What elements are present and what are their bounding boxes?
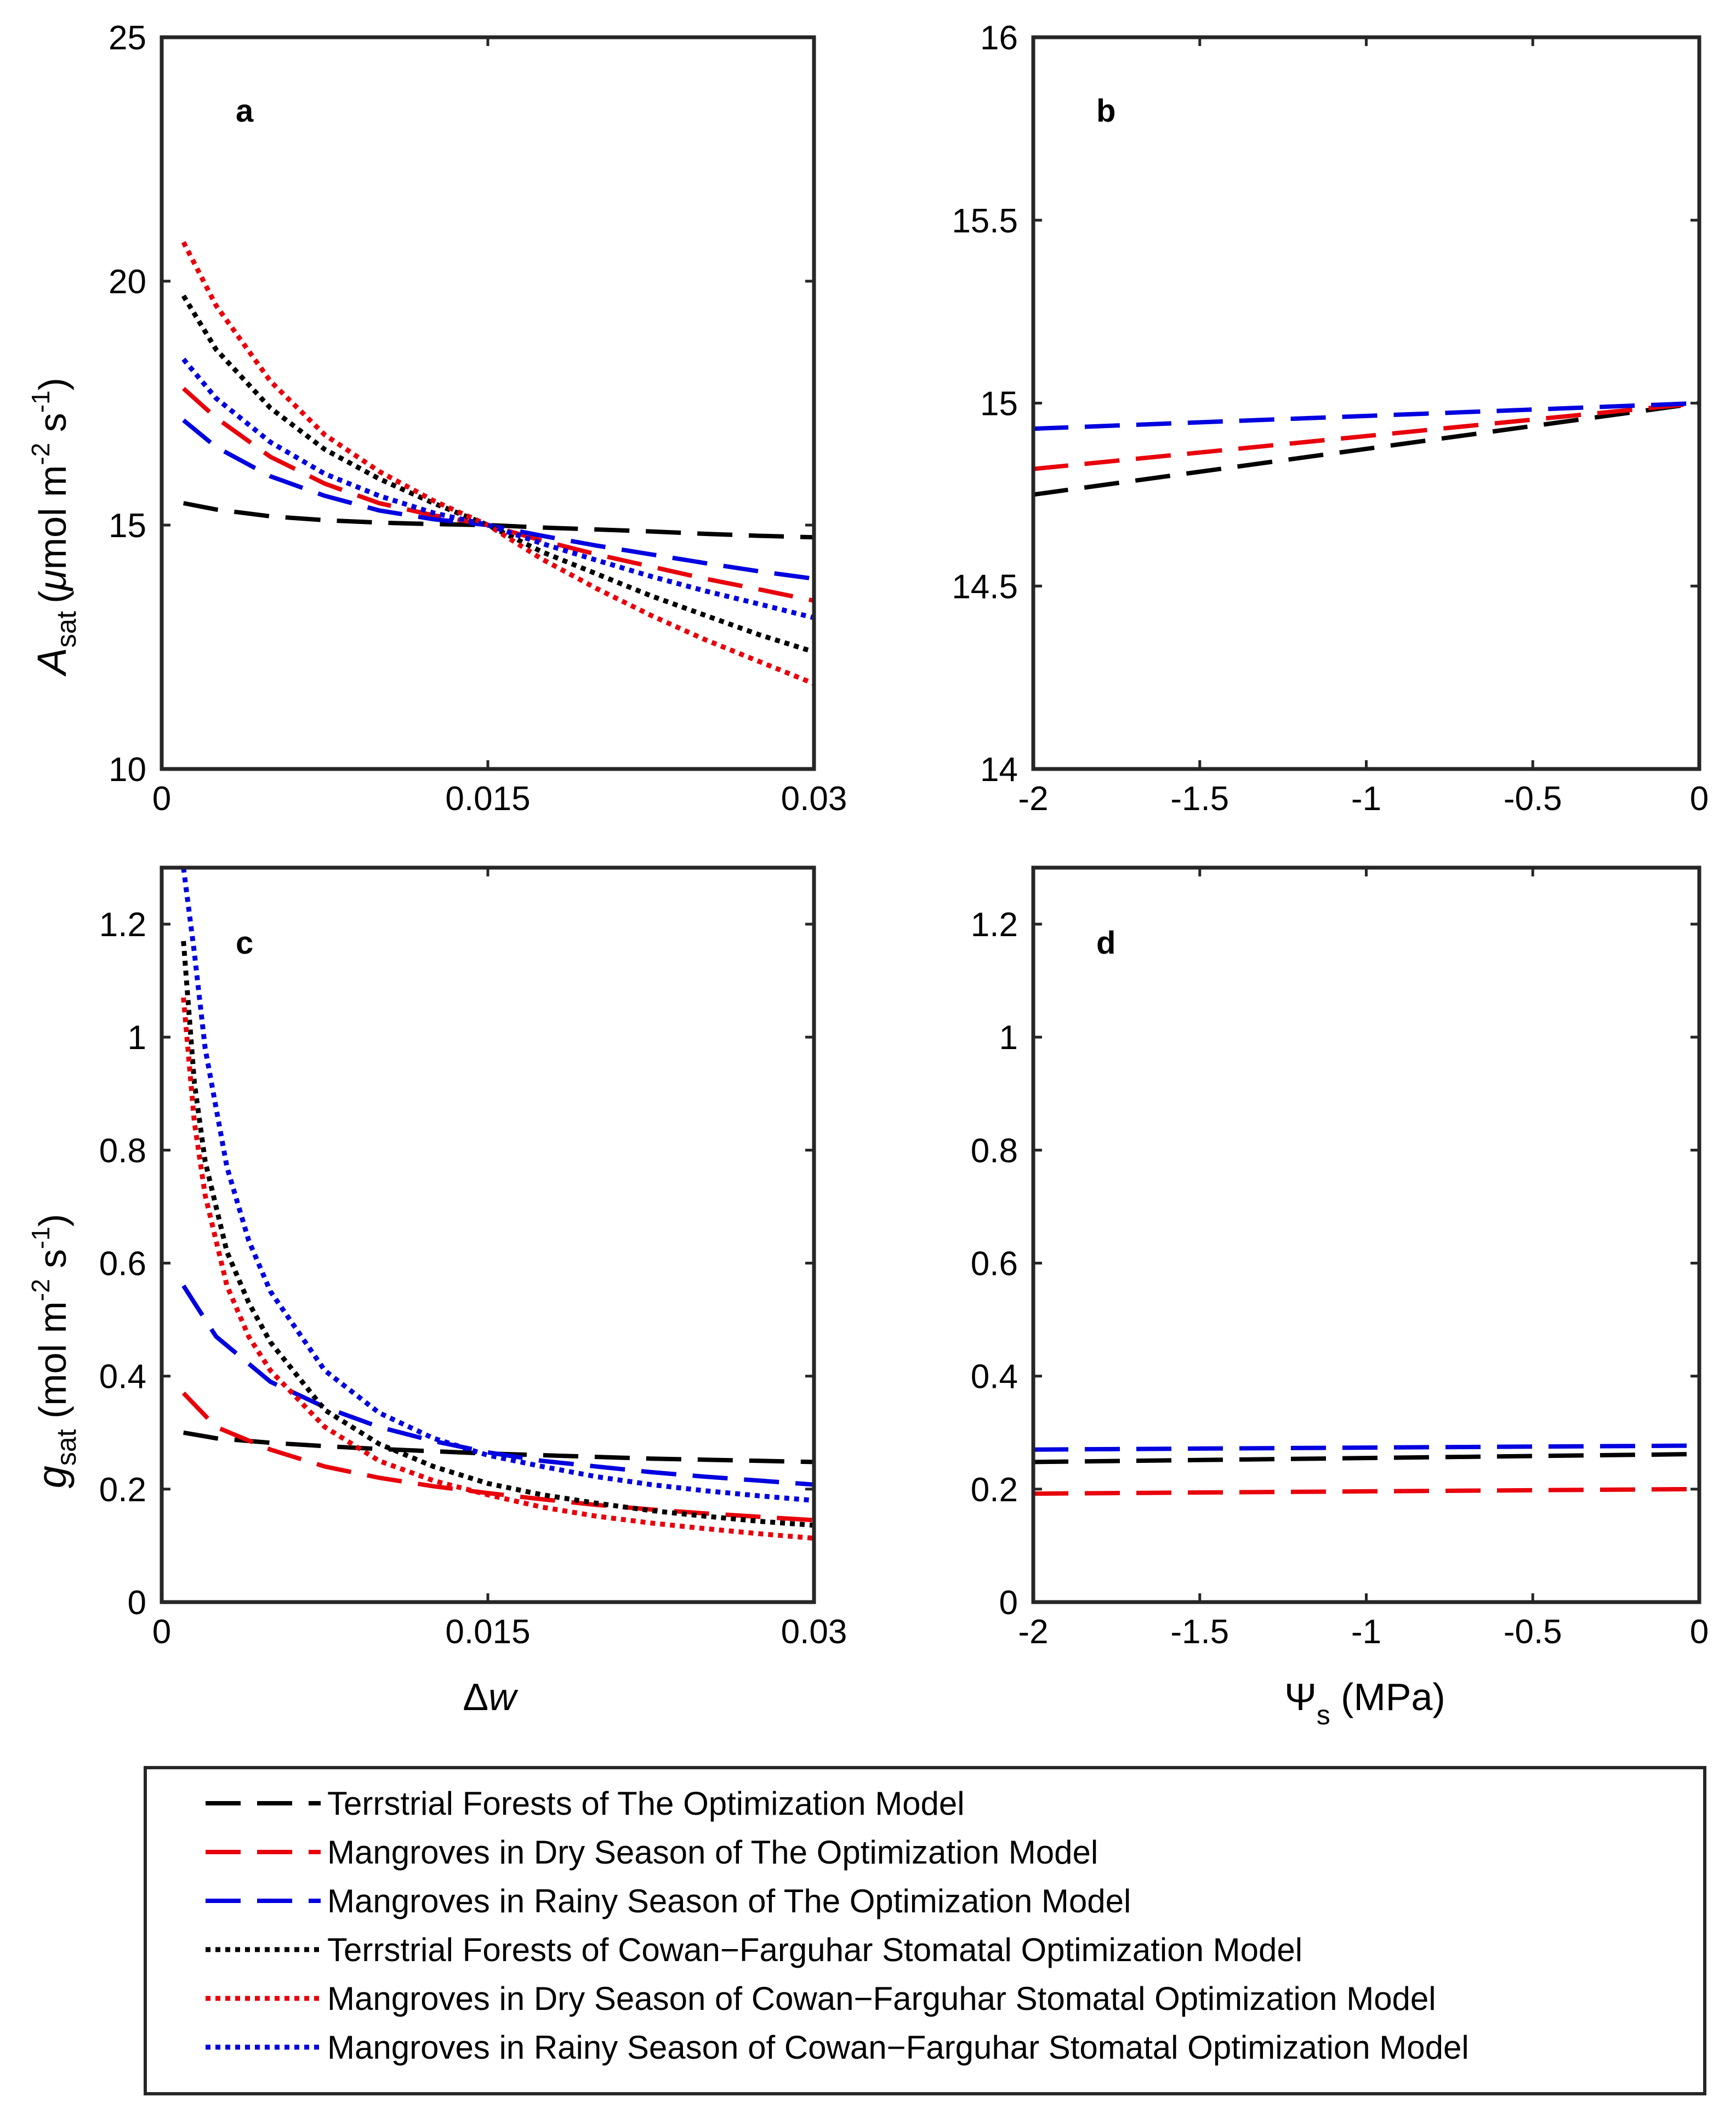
ylabel-c-symbol: g	[29, 1466, 75, 1488]
x-tick-label: -0.5	[1504, 780, 1562, 818]
ylabel-a-close: )	[31, 378, 74, 390]
series-line-mangroves-in-rainy-season-of-the-optimization-model	[1033, 1443, 1699, 1452]
x-tick-label: 0	[1690, 780, 1709, 818]
y-tick-label: 14.5	[952, 568, 1018, 606]
series-line-mangroves-in-dry-season-of-cowan-farguhar-stomatal-optimization-model	[181, 241, 814, 686]
x-tick-label: -1.5	[1170, 1613, 1229, 1651]
y-tick-label: 10	[109, 751, 146, 789]
y-tick-label: 14	[980, 751, 1018, 789]
y-tick-label: 1	[999, 1019, 1018, 1057]
xlabel-d-units: (MPa)	[1330, 1676, 1445, 1718]
ylabel-c-close: )	[31, 1214, 74, 1227]
series-line-terrstrial-forests-of-the-optimization-model	[1033, 401, 1699, 497]
panel-d-letter: d	[1096, 925, 1115, 961]
x-tick-label: 0.03	[781, 1613, 847, 1651]
ylabel-a-sub: sat	[51, 611, 82, 648]
xlabel-c-var: w	[488, 1676, 519, 1718]
x-tick-label: 0	[152, 780, 171, 818]
y-tick-label: 15.5	[952, 202, 1018, 240]
x-tick-label: 0	[1690, 1613, 1709, 1651]
series-line-terrstrial-forests-of-cowan-farguhar-stomatal-optimization-model	[181, 294, 814, 654]
legend-box	[144, 1766, 1706, 2095]
legend: Terrstrial Forests of The Optimization M…	[144, 1766, 1706, 2095]
x-tick-label: 0.03	[781, 780, 847, 818]
y-tick-label: 1.2	[99, 906, 146, 944]
ylabel-c-units: (mol m	[31, 1301, 74, 1429]
y-tick-label: 0.2	[971, 1471, 1018, 1509]
series-line-mangroves-in-rainy-season-of-cowan-farguhar-stomatal-optimization-model	[181, 357, 814, 620]
panel-b-letter: b	[1096, 93, 1115, 129]
x-tick-label: -1.5	[1170, 780, 1229, 818]
panel-c: c gsat (mol m-2 s-1) Δw 0 0.015 0.03 0 0.2 0.…	[26, 865, 847, 1718]
ylabel-a-units: mol m	[31, 465, 74, 570]
series-line-terrstrial-forests-of-the-optimization-model	[1033, 1451, 1699, 1465]
series-line-terrstrial-forests-of-cowan-farguhar-stomatal-optimization-model	[181, 941, 814, 1528]
ylabel-a-mu: μ	[31, 569, 74, 591]
y-tick-label: 0.8	[971, 1132, 1018, 1170]
y-tick-label: 0.4	[99, 1358, 146, 1396]
y-tick-label: 0.6	[99, 1245, 146, 1283]
ylabel-c-sub: sat	[51, 1429, 82, 1466]
panel-c-xlabel: Δw	[463, 1676, 519, 1718]
xlabel-d-psi: Ψ	[1284, 1676, 1316, 1718]
panel-a-ylabel: Asat (μmol m-2 s-1)	[26, 378, 82, 677]
legend-label: Mangroves in Rainy Season of Cowan−Fargu…	[327, 2029, 1469, 2066]
y-tick-label: 16	[980, 19, 1018, 57]
xlabel-c-delta: Δ	[463, 1676, 488, 1718]
legend-label: Terrstrial Forests of Cowan−Farguhar Sto…	[327, 1932, 1302, 1968]
y-tick-label: 1.2	[971, 906, 1018, 944]
series-line-mangroves-in-rainy-season-of-cowan-farguhar-stomatal-optimization-model	[181, 868, 814, 1503]
ylabel-c-exp2: -1	[26, 1227, 55, 1249]
legend-label: Mangroves in Rainy Season of The Optimiz…	[327, 1883, 1131, 1919]
ylabel-a-mid: s	[31, 413, 74, 442]
x-tick-label: 0	[152, 1613, 171, 1651]
x-tick-label: 0.015	[445, 1613, 530, 1651]
ylabel-a-exp2: -1	[26, 390, 55, 413]
panel-a-letter: a	[236, 93, 254, 129]
series-line-mangroves-in-rainy-season-of-the-optimization-model	[181, 1284, 814, 1487]
y-tick-label: 0.2	[99, 1471, 146, 1509]
y-tick-label: 15	[109, 507, 146, 545]
y-tick-label: 0.8	[99, 1132, 146, 1170]
x-tick-label: -2	[1018, 1613, 1048, 1651]
ylabel-c-mid: s	[31, 1249, 74, 1279]
x-tick-label: -1	[1351, 1613, 1381, 1651]
y-tick-label: 1	[128, 1019, 146, 1057]
x-tick-label: -0.5	[1504, 1613, 1562, 1651]
panel-d: d Ψs (MPa) -2 -1.5 -1 -0.5 0 0 0.2 0.4 0.6 0.8 1 1.…	[971, 865, 1709, 1730]
y-tick-label: 0.6	[971, 1245, 1018, 1283]
panel-c-ylabel: gsat (mol m-2 s-1)	[26, 1214, 82, 1489]
y-tick-label: 25	[109, 19, 146, 57]
series-line-terrstrial-forests-of-the-optimization-model	[183, 1430, 814, 1465]
panel-d-xlabel: Ψs (MPa)	[1284, 1676, 1445, 1730]
y-tick-label: 15	[980, 385, 1018, 423]
xlabel-d-sub: s	[1317, 1700, 1330, 1730]
ylabel-c-exp1: -2	[26, 1279, 55, 1301]
series-group	[1033, 1443, 1699, 1496]
series-line-mangroves-in-dry-season-of-the-optimization-model	[1033, 1486, 1699, 1496]
panel-c-letter: c	[236, 925, 253, 961]
panel-a: a Asat (μmol m-2 s-1) 0 0.015 0.03 10 15 20 25	[26, 19, 847, 818]
legend-label: Mangroves in Dry Season of Cowan−Farguha…	[327, 1980, 1436, 2017]
series-line-mangroves-in-dry-season-of-the-optimization-model	[1033, 401, 1699, 471]
series-group	[181, 241, 814, 686]
y-tick-label: 20	[109, 263, 146, 301]
legend-label: Mangroves in Dry Season of The Optimizat…	[327, 1834, 1098, 1871]
y-tick-label: 0	[999, 1584, 1018, 1622]
legend-label: Terrstrial Forests of The Optimization M…	[327, 1785, 965, 1822]
x-tick-label: 0.015	[445, 780, 530, 818]
ylabel-a-exp1: -2	[26, 443, 55, 465]
y-tick-label: 0.4	[971, 1358, 1018, 1396]
series-line-mangroves-in-rainy-season-of-the-optimization-model	[1033, 401, 1699, 431]
panel-b: b -2 -1.5 -1 -0.5 0 14 14.5 15 15.5 16	[952, 19, 1709, 818]
x-tick-label: -2	[1018, 780, 1048, 818]
series-group	[1033, 401, 1699, 497]
y-tick-label: 0	[128, 1584, 146, 1622]
ylabel-a-open: (	[31, 591, 74, 603]
x-tick-label: -1	[1351, 780, 1381, 818]
series-line-terrstrial-forests-of-the-optimization-model	[183, 501, 814, 540]
ylabel-a-symbol: A	[29, 648, 75, 677]
series-group	[181, 868, 814, 1541]
